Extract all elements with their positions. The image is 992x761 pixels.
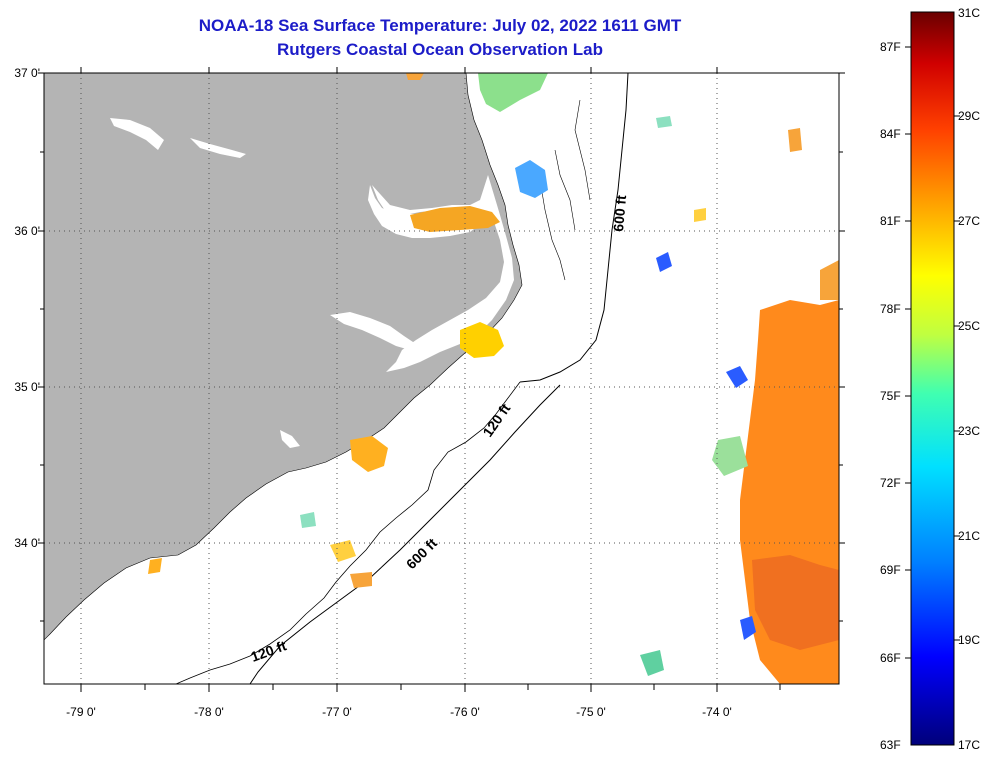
cape-fear-bay xyxy=(280,430,300,448)
river-ext xyxy=(190,138,246,158)
cb-f-label: 84F xyxy=(880,127,901,141)
lon-label: -74 0' xyxy=(702,705,732,719)
cb-c-label: 29C xyxy=(958,109,980,123)
isobath-120 xyxy=(175,381,521,684)
chesapeake-inlet xyxy=(110,118,164,150)
map-title: NOAA-18 Sea Surface Temperature: July 02… xyxy=(198,16,682,35)
lon-label: -77 0' xyxy=(322,705,352,719)
lon-label: -76 0' xyxy=(450,705,480,719)
cb-c-label: 25C xyxy=(958,319,980,333)
cb-f-label: 78F xyxy=(880,302,901,316)
cb-f-label: 66F xyxy=(880,651,901,665)
sst-data xyxy=(148,73,839,684)
cb-f-label: 81F xyxy=(880,214,901,228)
cb-c-label: 21C xyxy=(958,529,980,543)
graticule xyxy=(44,73,839,684)
shoals xyxy=(539,99,591,281)
cb-f-label: 87F xyxy=(880,40,901,54)
cb-c-label: 19C xyxy=(958,633,980,647)
lon-label: -78 0' xyxy=(194,705,224,719)
lat-label: 35 0' xyxy=(14,380,40,394)
lat-label: 34 0' xyxy=(14,536,40,550)
map-frame xyxy=(43,72,840,685)
isobath-600-south xyxy=(249,384,561,684)
cb-c-label: 23C xyxy=(958,424,980,438)
cb-f-label: 75F xyxy=(880,389,901,403)
colorbar-ticks xyxy=(905,46,960,659)
lon-label: -79 0' xyxy=(66,705,96,719)
cb-c-label: 27C xyxy=(958,214,980,228)
neuse-river xyxy=(330,312,416,350)
lat-label: 36 0' xyxy=(14,224,40,238)
cb-c-label: 17C xyxy=(958,738,980,752)
cb-f-label: 69F xyxy=(880,563,901,577)
isobath-600-north xyxy=(519,73,629,383)
isobath-label: 600 ft xyxy=(610,194,629,232)
map-subtitle: Rutgers Coastal Ocean Observation Lab xyxy=(277,40,603,59)
colorbar xyxy=(910,11,955,746)
lon-label: -75 0' xyxy=(576,705,606,719)
cb-c-label: 31C xyxy=(958,6,980,20)
cb-f-label: 63F xyxy=(880,738,901,752)
lat-label: 37 0' xyxy=(14,66,40,80)
axis-ticks xyxy=(38,67,845,692)
cb-f-label: 72F xyxy=(880,476,901,490)
